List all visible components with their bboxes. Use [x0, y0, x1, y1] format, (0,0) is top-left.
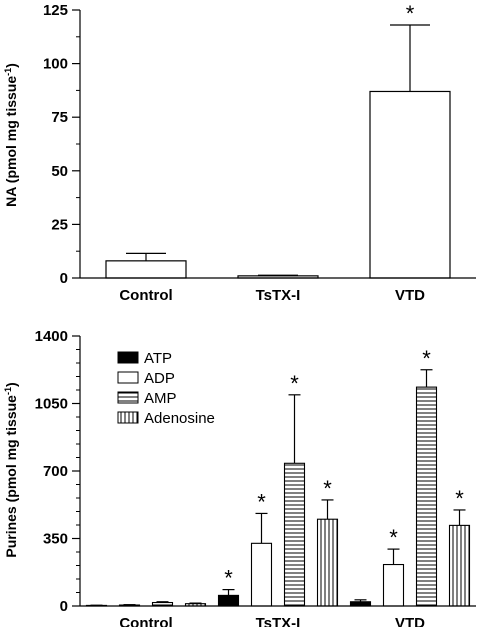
na-chart-x-axis: Control TsTX-I VTD	[119, 287, 425, 304]
significance-marker: *	[389, 525, 398, 550]
y-tick-label: 75	[51, 109, 68, 126]
bar-adenosine-tstx-i	[316, 518, 339, 607]
x-category-label: VTD	[395, 615, 425, 627]
y-tick-label: 0	[60, 598, 68, 615]
significance-marker: *	[406, 1, 415, 26]
y-tick-label: 1400	[35, 328, 68, 345]
purines-chart-x-axis: Control TsTX-I VTD	[119, 615, 425, 627]
bar-atp-vtd	[349, 601, 372, 607]
bar-vtd	[369, 90, 451, 279]
y-tick-label: 50	[51, 163, 68, 180]
purines-chart-y-axis: 0 350 700 1050 1400	[35, 328, 80, 615]
legend-swatch-adenosine	[117, 411, 139, 424]
bar-adenosine-vtd	[448, 524, 471, 607]
bar-control	[105, 260, 187, 279]
bar-atp-tstx-i	[217, 594, 240, 607]
y-tick-label: 1050	[35, 396, 68, 413]
x-category-label: TsTX-I	[256, 287, 301, 304]
significance-marker: *	[323, 476, 332, 501]
na-chart-bars: *	[105, 1, 451, 279]
significance-marker: *	[422, 346, 431, 371]
x-category-label: Control	[119, 615, 172, 627]
na-chart: NA (pmol mg tissue-1) 0 25 50 75 100 125 * Co…	[3, 1, 476, 304]
legend-label-atp: ATP	[144, 350, 172, 367]
legend-swatch-amp	[117, 391, 139, 404]
y-tick-label: 25	[51, 216, 68, 233]
significance-marker: *	[257, 489, 266, 514]
y-tick-label: 125	[43, 2, 68, 19]
na-chart-ylabel: NA (pmol mg tissue-1)	[3, 63, 19, 207]
x-category-label: VTD	[395, 287, 425, 304]
purines-chart-bars: * * * * * * *	[85, 346, 471, 607]
legend-label-amp: AMP	[144, 390, 177, 407]
purines-chart-ylabel: Purines (pmol mg tissue-1)	[3, 382, 19, 557]
significance-marker: *	[224, 566, 233, 591]
purines-chart-legend: ATP ADP AMP Adenosine	[117, 350, 215, 427]
y-tick-label: 700	[43, 463, 68, 480]
legend-label-adenosine: Adenosine	[144, 410, 215, 427]
legend-swatch-adp	[117, 371, 139, 384]
legend-label-adp: ADP	[144, 370, 175, 387]
significance-marker: *	[455, 486, 464, 511]
x-category-label: Control	[119, 287, 172, 304]
y-tick-label: 0	[60, 270, 68, 287]
legend-swatch-atp	[117, 351, 139, 364]
na-chart-y-axis: 0 25 50 75 100 125	[43, 2, 80, 287]
purines-chart: Purines (pmol mg tissue-1) 0 350 700 1050 14…	[3, 328, 476, 627]
significance-marker: *	[290, 371, 299, 396]
bar-amp-tstx-i	[283, 462, 306, 607]
x-category-label: TsTX-I	[256, 615, 301, 627]
y-tick-label: 350	[43, 531, 68, 548]
bar-amp-vtd	[415, 386, 438, 607]
y-tick-label: 100	[43, 56, 68, 73]
bar-adp-tstx-i	[250, 542, 273, 607]
bar-adp-vtd	[382, 563, 405, 607]
